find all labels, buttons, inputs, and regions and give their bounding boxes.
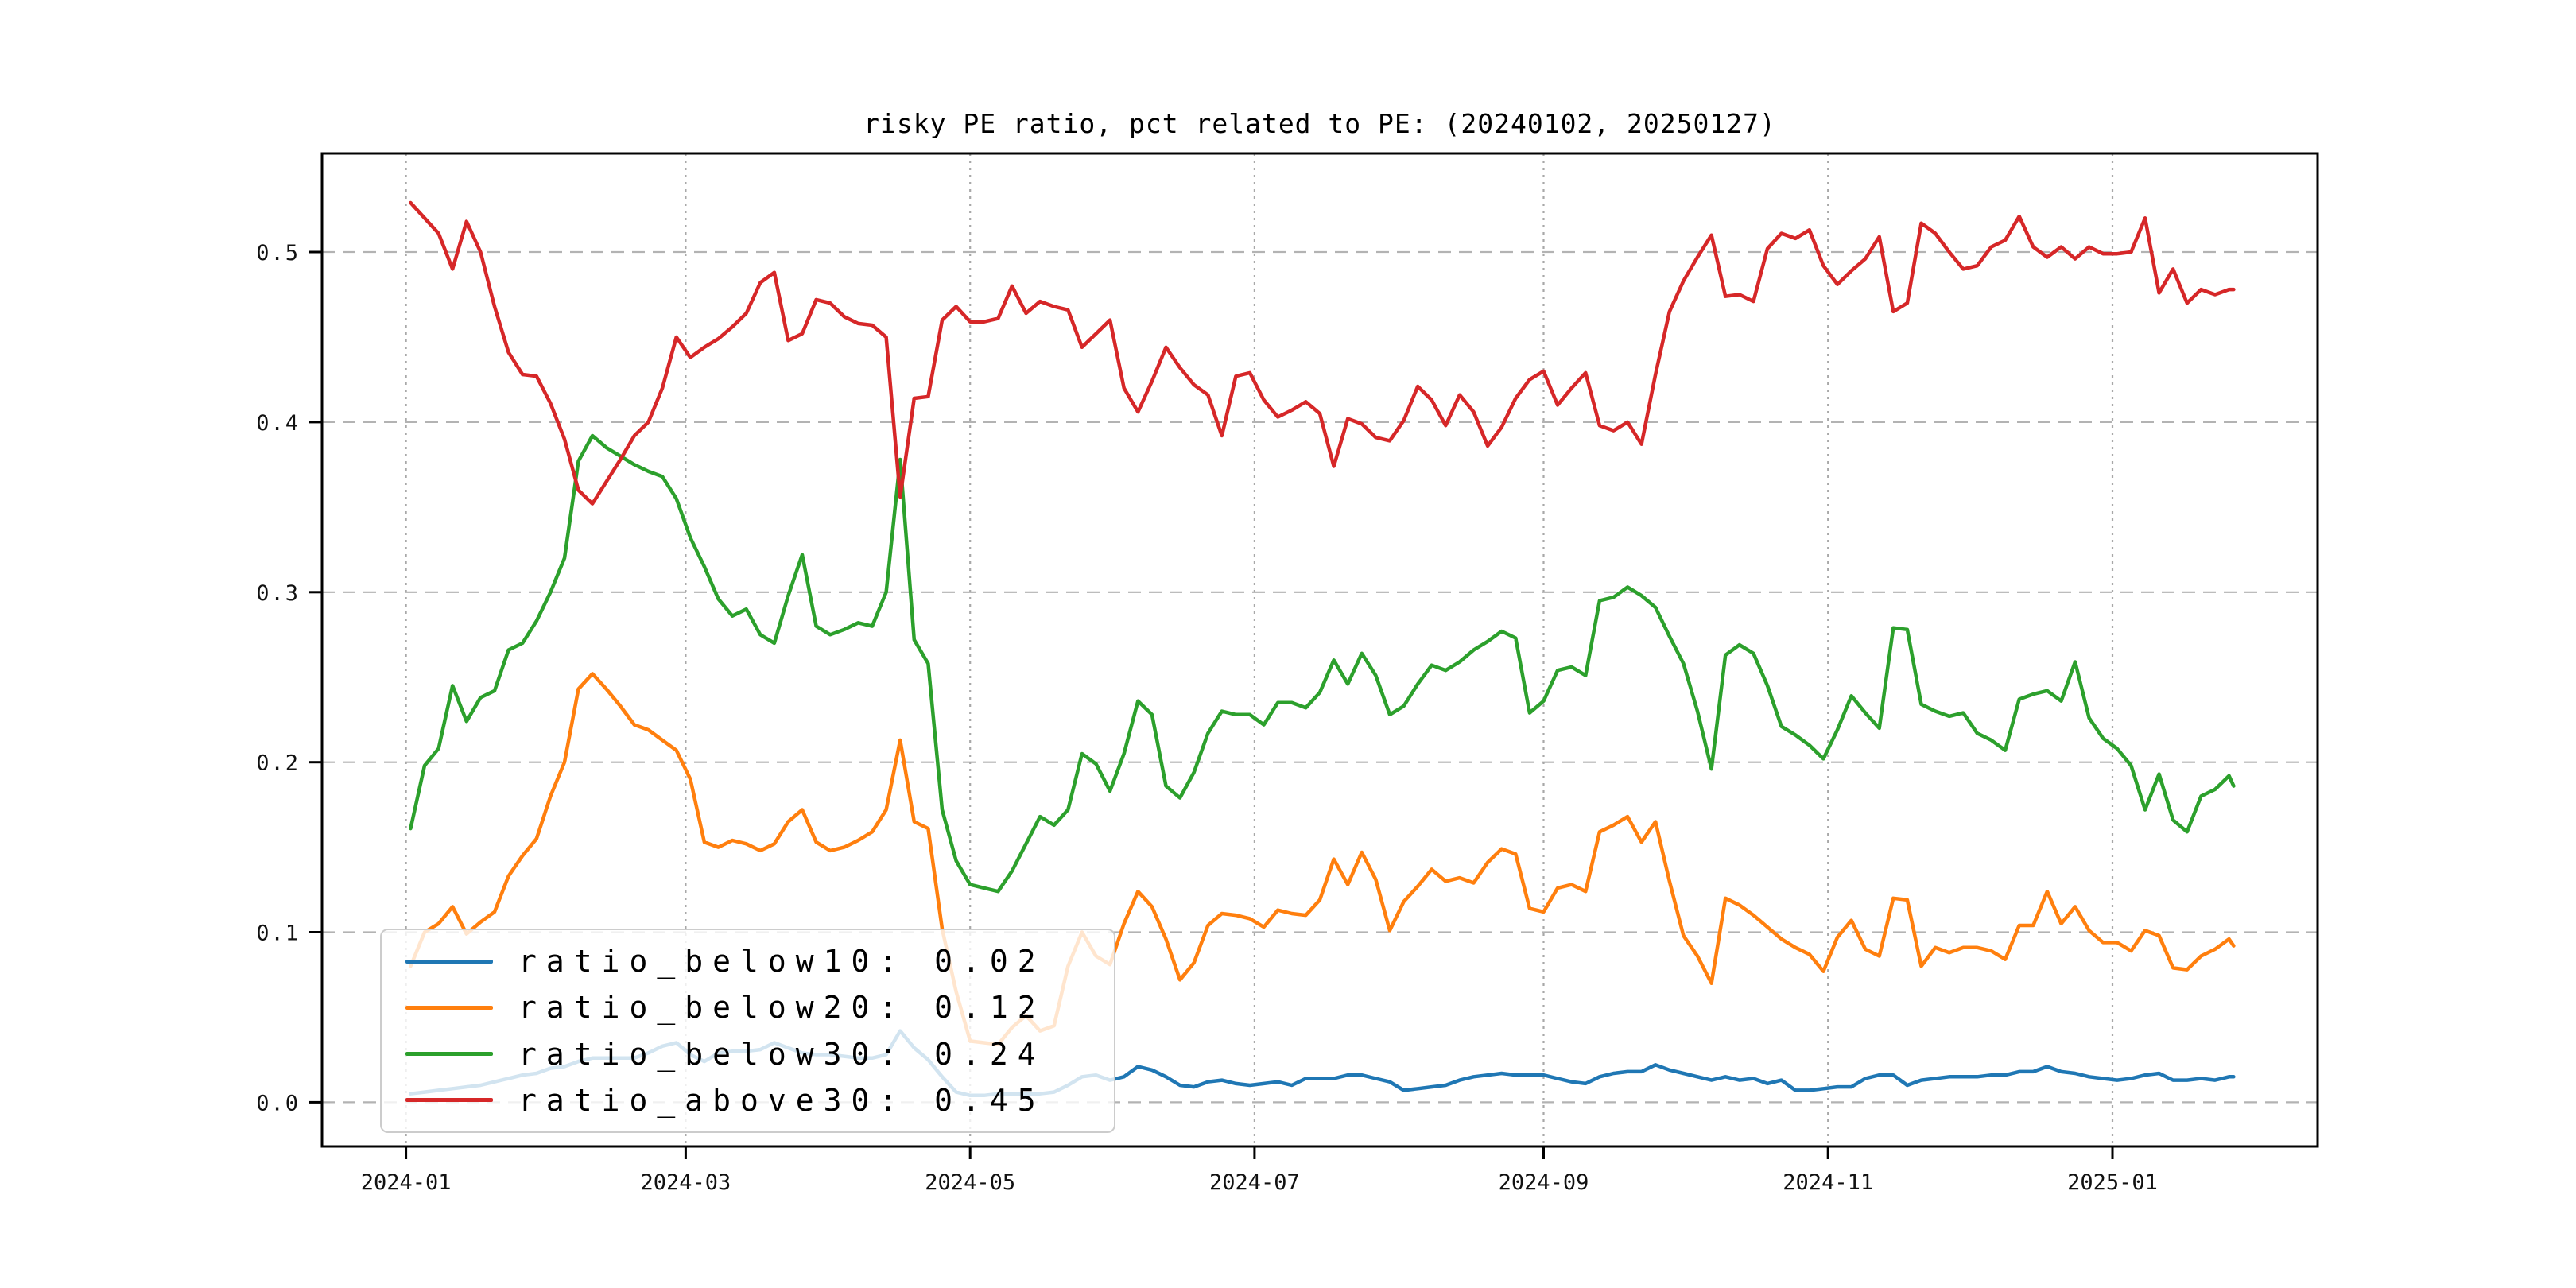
legend-label: ratio_below30: 0.24	[518, 1036, 1046, 1072]
y-tick-label: 0.4	[256, 411, 300, 436]
y-tick-label: 0.5	[256, 241, 300, 266]
legend-box: ratio_below10: 0.02 ratio_below20: 0.12 …	[380, 929, 1115, 1133]
legend-row-ratio-below10: ratio_below10: 0.02	[382, 941, 1114, 982]
x-tick-label: 2024-07	[1209, 1170, 1300, 1195]
chart-title: risky PE ratio, pct related to PE: (2024…	[863, 108, 1776, 139]
legend-row-ratio-above30: ratio_above30: 0.45	[382, 1080, 1114, 1121]
legend-row-ratio-below20: ratio_below20: 0.12	[382, 987, 1114, 1028]
y-tick-label: 0.3	[256, 581, 300, 606]
y-tick-label: 0.2	[256, 751, 300, 776]
legend-label: ratio_below10: 0.02	[518, 944, 1046, 980]
legend-label: ratio_below20: 0.12	[518, 990, 1046, 1026]
x-tick-label: 2025-01	[2067, 1170, 2158, 1195]
legend-label: ratio_above30: 0.45	[518, 1082, 1046, 1118]
y-tick-label: 0.0	[256, 1091, 300, 1115]
y-tick-label: 0.1	[256, 921, 300, 946]
legend-line-swatch	[405, 1052, 493, 1057]
plot-frame	[320, 152, 2319, 1148]
series-line-ratio_above30	[409, 200, 2236, 506]
legend-row-ratio-below30: ratio_below30: 0.24	[382, 1034, 1114, 1075]
legend-line-swatch	[405, 959, 493, 964]
series-line-ratio_below20	[409, 672, 2236, 1046]
x-tick-label: 2024-01	[361, 1170, 452, 1195]
x-tick-label: 2024-11	[1783, 1170, 1873, 1195]
series-line-ratio_below30	[409, 433, 2236, 894]
x-tick-label: 2024-09	[1499, 1170, 1589, 1195]
legend-line-swatch	[405, 1098, 493, 1103]
x-tick-label: 2024-03	[641, 1170, 731, 1195]
legend-line-swatch	[405, 1005, 493, 1010]
x-tick-label: 2024-05	[925, 1170, 1015, 1195]
